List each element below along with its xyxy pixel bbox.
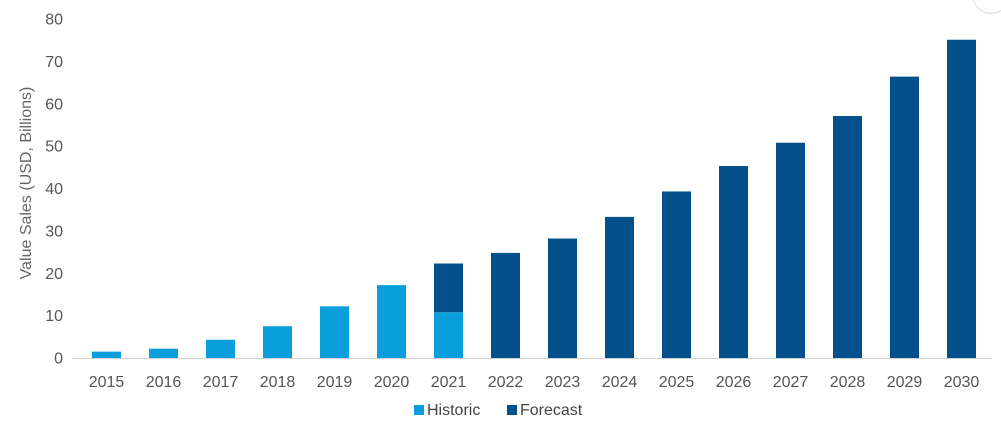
bar-forecast-2030 — [947, 39, 976, 358]
y-tick-label: 30 — [45, 223, 63, 240]
y-tick-label: 60 — [45, 96, 63, 113]
x-tick-label: 2022 — [488, 374, 524, 391]
legend: Historic Forecast — [414, 402, 583, 419]
legend-swatch-historic — [414, 405, 424, 415]
legend-label-historic: Historic — [427, 402, 480, 419]
bar-forecast-2021 — [434, 263, 463, 313]
y-tick-label: 50 — [45, 139, 63, 156]
x-tick-label: 2026 — [716, 374, 752, 391]
x-tick-label: 2025 — [659, 374, 695, 391]
x-tick-label: 2028 — [830, 374, 866, 391]
bar-forecast-2025 — [662, 191, 691, 358]
y-tick-label: 70 — [45, 54, 63, 71]
bar-historic-2018 — [263, 326, 292, 358]
legend-swatch-forecast — [507, 405, 517, 415]
x-tick-label: 2021 — [431, 374, 467, 391]
bar-forecast-2026 — [719, 166, 748, 358]
bar-historic-2020 — [377, 285, 406, 358]
bar-historic-2017 — [206, 339, 235, 358]
x-tick-label: 2024 — [602, 374, 638, 391]
bar-historic-2016 — [149, 348, 178, 358]
bar-forecast-2022 — [491, 252, 520, 358]
bar-forecast-2023 — [548, 238, 577, 358]
y-tick-label: 0 — [54, 351, 63, 368]
y-axis: 0 10 20 30 40 50 60 70 80 — [45, 12, 63, 368]
bar-forecast-2027 — [776, 142, 805, 358]
x-tick-label: 2027 — [773, 374, 809, 391]
y-axis-label: Value Sales (USD, Billions) — [18, 87, 35, 280]
bar-forecast-2028 — [833, 116, 862, 358]
bar-historic-2021 — [434, 312, 463, 358]
y-tick-label: 10 — [45, 308, 63, 325]
bar-forecast-2029 — [890, 76, 919, 358]
x-tick-label: 2029 — [887, 374, 923, 391]
bar-historic-2019 — [320, 306, 349, 358]
x-tick-label: 2030 — [944, 374, 980, 391]
x-axis: 2015 2016 2017 2018 2019 2020 2021 2022 2023 2024… — [89, 374, 980, 391]
x-tick-label: 2023 — [545, 374, 581, 391]
bar-forecast-2024 — [605, 216, 634, 358]
y-tick-label: 80 — [45, 12, 63, 29]
x-tick-label: 2020 — [374, 374, 410, 391]
x-tick-label: 2015 — [89, 374, 125, 391]
x-tick-label: 2019 — [317, 374, 353, 391]
bars — [92, 39, 976, 358]
y-tick-label: 40 — [45, 181, 63, 198]
x-tick-label: 2018 — [260, 374, 296, 391]
x-tick-label: 2017 — [203, 374, 239, 391]
y-tick-label: 20 — [45, 266, 63, 283]
bar-historic-2015 — [92, 351, 121, 358]
legend-label-forecast: Forecast — [520, 402, 583, 419]
x-tick-label: 2016 — [146, 374, 182, 391]
